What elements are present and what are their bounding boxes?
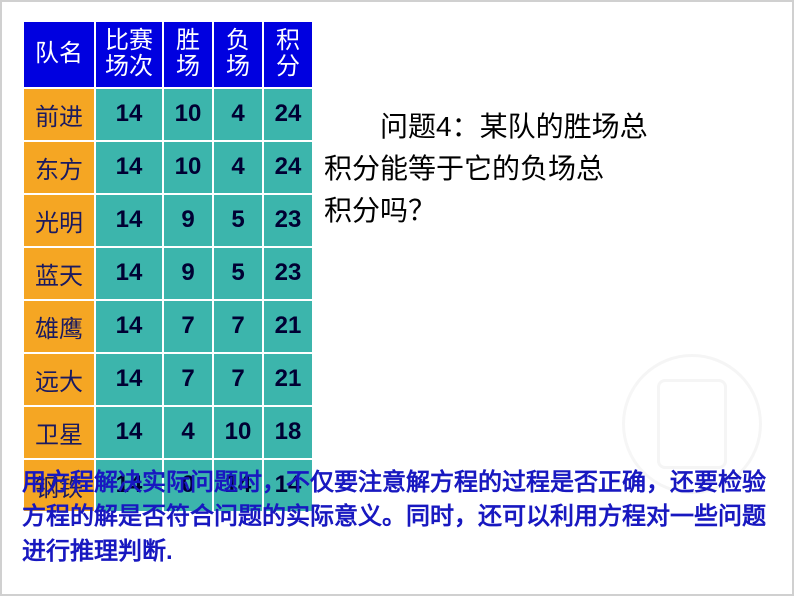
cell-points: 18: [263, 406, 313, 459]
cell-losses: 4: [213, 141, 263, 194]
cell-team-name: 远大: [23, 353, 95, 406]
question-line3: 积分吗？: [324, 190, 772, 232]
cell-points: 21: [263, 300, 313, 353]
cell-wins: 7: [163, 353, 213, 406]
cell-games: 14: [95, 88, 163, 141]
cell-losses: 5: [213, 247, 263, 300]
cell-losses: 4: [213, 88, 263, 141]
cell-games: 14: [95, 300, 163, 353]
cell-games: 14: [95, 353, 163, 406]
question-line2: 积分能等于它的负场总: [324, 148, 772, 190]
cell-wins: 10: [163, 88, 213, 141]
cell-team-name: 卫星: [23, 406, 95, 459]
cell-team-name: 蓝天: [23, 247, 95, 300]
table-row: 东方 14 10 4 24: [23, 141, 313, 194]
cell-points: 21: [263, 353, 313, 406]
cell-points: 24: [263, 141, 313, 194]
table-row: 蓝天 14 9 5 23: [23, 247, 313, 300]
cell-losses: 7: [213, 300, 263, 353]
table-row: 卫星 14 4 10 18: [23, 406, 313, 459]
cell-wins: 4: [163, 406, 213, 459]
cell-losses: 7: [213, 353, 263, 406]
cell-team-name: 光明: [23, 194, 95, 247]
table-body: 前进 14 10 4 24 东方 14 10 4 24 光明 14 9 5 23: [23, 88, 313, 512]
cell-points: 23: [263, 194, 313, 247]
cell-losses: 10: [213, 406, 263, 459]
table-row: 前进 14 10 4 24: [23, 88, 313, 141]
table-row: 远大 14 7 7 21: [23, 353, 313, 406]
cell-games: 14: [95, 247, 163, 300]
cell-wins: 9: [163, 194, 213, 247]
standings-table: 队名 比赛场次 胜场 负场 积分 前进 14 10 4 24 东方 14 10 …: [22, 20, 314, 513]
cell-losses: 5: [213, 194, 263, 247]
table-header-row: 队名 比赛场次 胜场 负场 积分: [23, 21, 313, 88]
cell-games: 14: [95, 141, 163, 194]
cell-games: 14: [95, 194, 163, 247]
table-row: 光明 14 9 5 23: [23, 194, 313, 247]
question-line1: 问题4：某队的胜场总: [324, 106, 772, 148]
cell-points: 24: [263, 88, 313, 141]
cell-team-name: 雄鹰: [23, 300, 95, 353]
header-team: 队名: [23, 21, 95, 88]
table-row: 雄鹰 14 7 7 21: [23, 300, 313, 353]
bottom-note: 用方程解决实际问题时，不仅要注意解方程的过程是否正确，还要检验方程的解是否符合问…: [22, 466, 772, 570]
cell-wins: 9: [163, 247, 213, 300]
header-wins: 胜场: [163, 21, 213, 88]
header-points: 积分: [263, 21, 313, 88]
cell-points: 23: [263, 247, 313, 300]
cell-wins: 7: [163, 300, 213, 353]
cell-team-name: 东方: [23, 141, 95, 194]
cell-wins: 10: [163, 141, 213, 194]
cell-games: 14: [95, 406, 163, 459]
header-losses: 负场: [213, 21, 263, 88]
cell-team-name: 前进: [23, 88, 95, 141]
header-games: 比赛场次: [95, 21, 163, 88]
